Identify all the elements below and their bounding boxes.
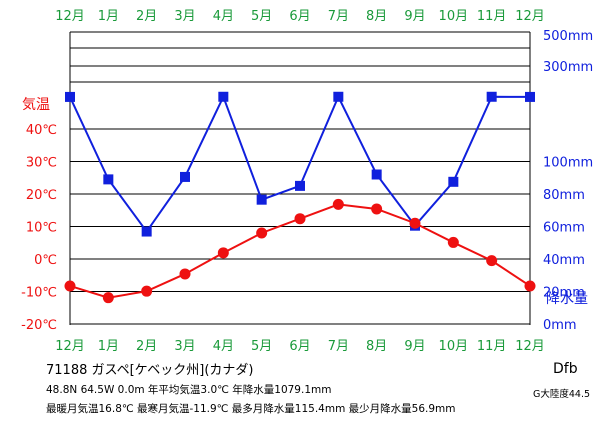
month-label-top: 1月 xyxy=(98,9,119,24)
month-label-bottom: 9月 xyxy=(404,339,425,354)
month-label-bottom: 1月 xyxy=(98,339,119,354)
month-label-bottom: 2月 xyxy=(136,339,157,354)
month-label-bottom: 4月 xyxy=(213,339,234,354)
precipitation-tick-label: 300mm xyxy=(543,60,593,75)
station-caption: 71188 ガスペ[ケベック州](カナダ) 48.8N 64.5W 0.0m 年… xyxy=(0,355,611,425)
month-label-top: 5月 xyxy=(251,9,272,24)
month-label-bottom: 6月 xyxy=(289,339,310,354)
precipitation-axis-title: 降水量 xyxy=(546,291,588,307)
precipitation-tick-label: 20mm xyxy=(543,286,585,301)
month-label-top: 3月 xyxy=(174,9,195,24)
temperature-point xyxy=(256,227,268,239)
temperature-axis: 気温 40℃ 30℃ 20℃ 10℃ 0℃ -10℃ -20℃ xyxy=(21,97,57,333)
precipitation-tick-label: 60mm xyxy=(543,221,585,236)
precipitation-point xyxy=(333,91,344,102)
month-label-bottom: 11月 xyxy=(477,339,507,354)
month-label-bottom: 12月 xyxy=(515,339,545,354)
continentality-index: G大陸度44.5 xyxy=(533,389,591,400)
precipitation-tick-label: 0mm xyxy=(543,318,577,333)
temperature-point xyxy=(371,203,383,215)
month-label-top: 7月 xyxy=(328,9,349,24)
month-label-top: 10月 xyxy=(439,9,469,24)
temperature-point xyxy=(102,292,114,304)
precipitation-point xyxy=(486,91,497,102)
koppen-class: Dfb xyxy=(553,361,578,377)
temperature-point xyxy=(179,268,191,280)
temperature-point xyxy=(447,236,459,248)
temperature-point xyxy=(524,280,536,292)
temperature-point xyxy=(141,285,153,297)
station-name: 71188 ガスペ[ケベック州](カナダ) xyxy=(46,363,254,378)
temperature-tick-label: -10℃ xyxy=(21,286,57,301)
precipitation-point xyxy=(103,174,114,185)
month-label-top: 12月 xyxy=(55,9,85,24)
temperature-point xyxy=(64,280,76,292)
precipitation-point xyxy=(448,176,459,187)
month-label-bottom: 10月 xyxy=(439,339,469,354)
month-label-top: 11月 xyxy=(477,9,507,24)
precipitation-point xyxy=(371,169,382,180)
month-label-top: 4月 xyxy=(213,9,234,24)
temperature-point xyxy=(486,255,498,267)
precipitation-point xyxy=(256,194,267,205)
precipitation-point xyxy=(525,91,535,102)
temperature-point xyxy=(409,217,421,229)
month-labels-top: 12月 1月 2月 3月 4月 5月 6月 7月 8月 9月 10月 11月 12月 xyxy=(55,9,545,24)
precipitation-tick-label: 100mm xyxy=(543,156,593,171)
month-label-top: 12月 xyxy=(515,9,545,24)
precipitation-tick-label: 500mm xyxy=(543,29,593,44)
precipitation-point xyxy=(295,180,305,191)
temperature-tick-label: 30℃ xyxy=(26,156,57,171)
temperature-point xyxy=(294,213,306,225)
month-label-top: 6月 xyxy=(289,9,310,24)
precipitation-point xyxy=(141,226,152,237)
plot-frame xyxy=(69,32,531,325)
temperature-axis-title: 気温 xyxy=(22,97,50,113)
precipitation-tick-label: 80mm xyxy=(543,188,585,203)
temperature-point xyxy=(217,247,229,259)
temperature-series xyxy=(64,198,536,304)
station-location-stats: 48.8N 64.5W 0.0m 年平均気温3.0℃ 年降水量1079.1mm xyxy=(46,384,332,396)
precipitation-tick-label: 40mm xyxy=(543,253,585,268)
month-labels-bottom: 12月 1月 2月 3月 4月 5月 6月 7月 8月 9月 10月 11月 12月 xyxy=(55,339,545,354)
temperature-tick-label: 10℃ xyxy=(26,221,57,236)
month-label-bottom: 3月 xyxy=(174,339,195,354)
temperature-tick-label: 0℃ xyxy=(34,253,57,268)
month-label-bottom: 8月 xyxy=(366,339,387,354)
month-label-bottom: 7月 xyxy=(328,339,349,354)
month-label-top: 9月 xyxy=(404,9,425,24)
precipitation-point xyxy=(65,91,75,102)
temperature-tick-label: 20℃ xyxy=(26,188,57,203)
precipitation-point xyxy=(218,91,229,102)
temperature-tick-label: -20℃ xyxy=(21,318,57,333)
precipitation-point xyxy=(180,171,190,182)
precipitation-axis: 500mm 300mm 100mm 80mm 60mm 40mm 20mm 0mm 降水量 xyxy=(543,29,593,333)
month-label-top: 8月 xyxy=(366,9,387,24)
grid-layer xyxy=(70,31,530,325)
month-label-bottom: 12月 xyxy=(55,339,85,354)
precipitation-line xyxy=(69,94,531,234)
month-label-top: 2月 xyxy=(136,9,157,24)
temperature-tick-label: 40℃ xyxy=(26,123,57,138)
month-label-bottom: 5月 xyxy=(251,339,272,354)
station-extremes: 最暖月気温16.8℃ 最寒月気温-11.9℃ 最多月降水量115.4mm 最少月… xyxy=(46,403,456,415)
temperature-point xyxy=(332,198,344,210)
